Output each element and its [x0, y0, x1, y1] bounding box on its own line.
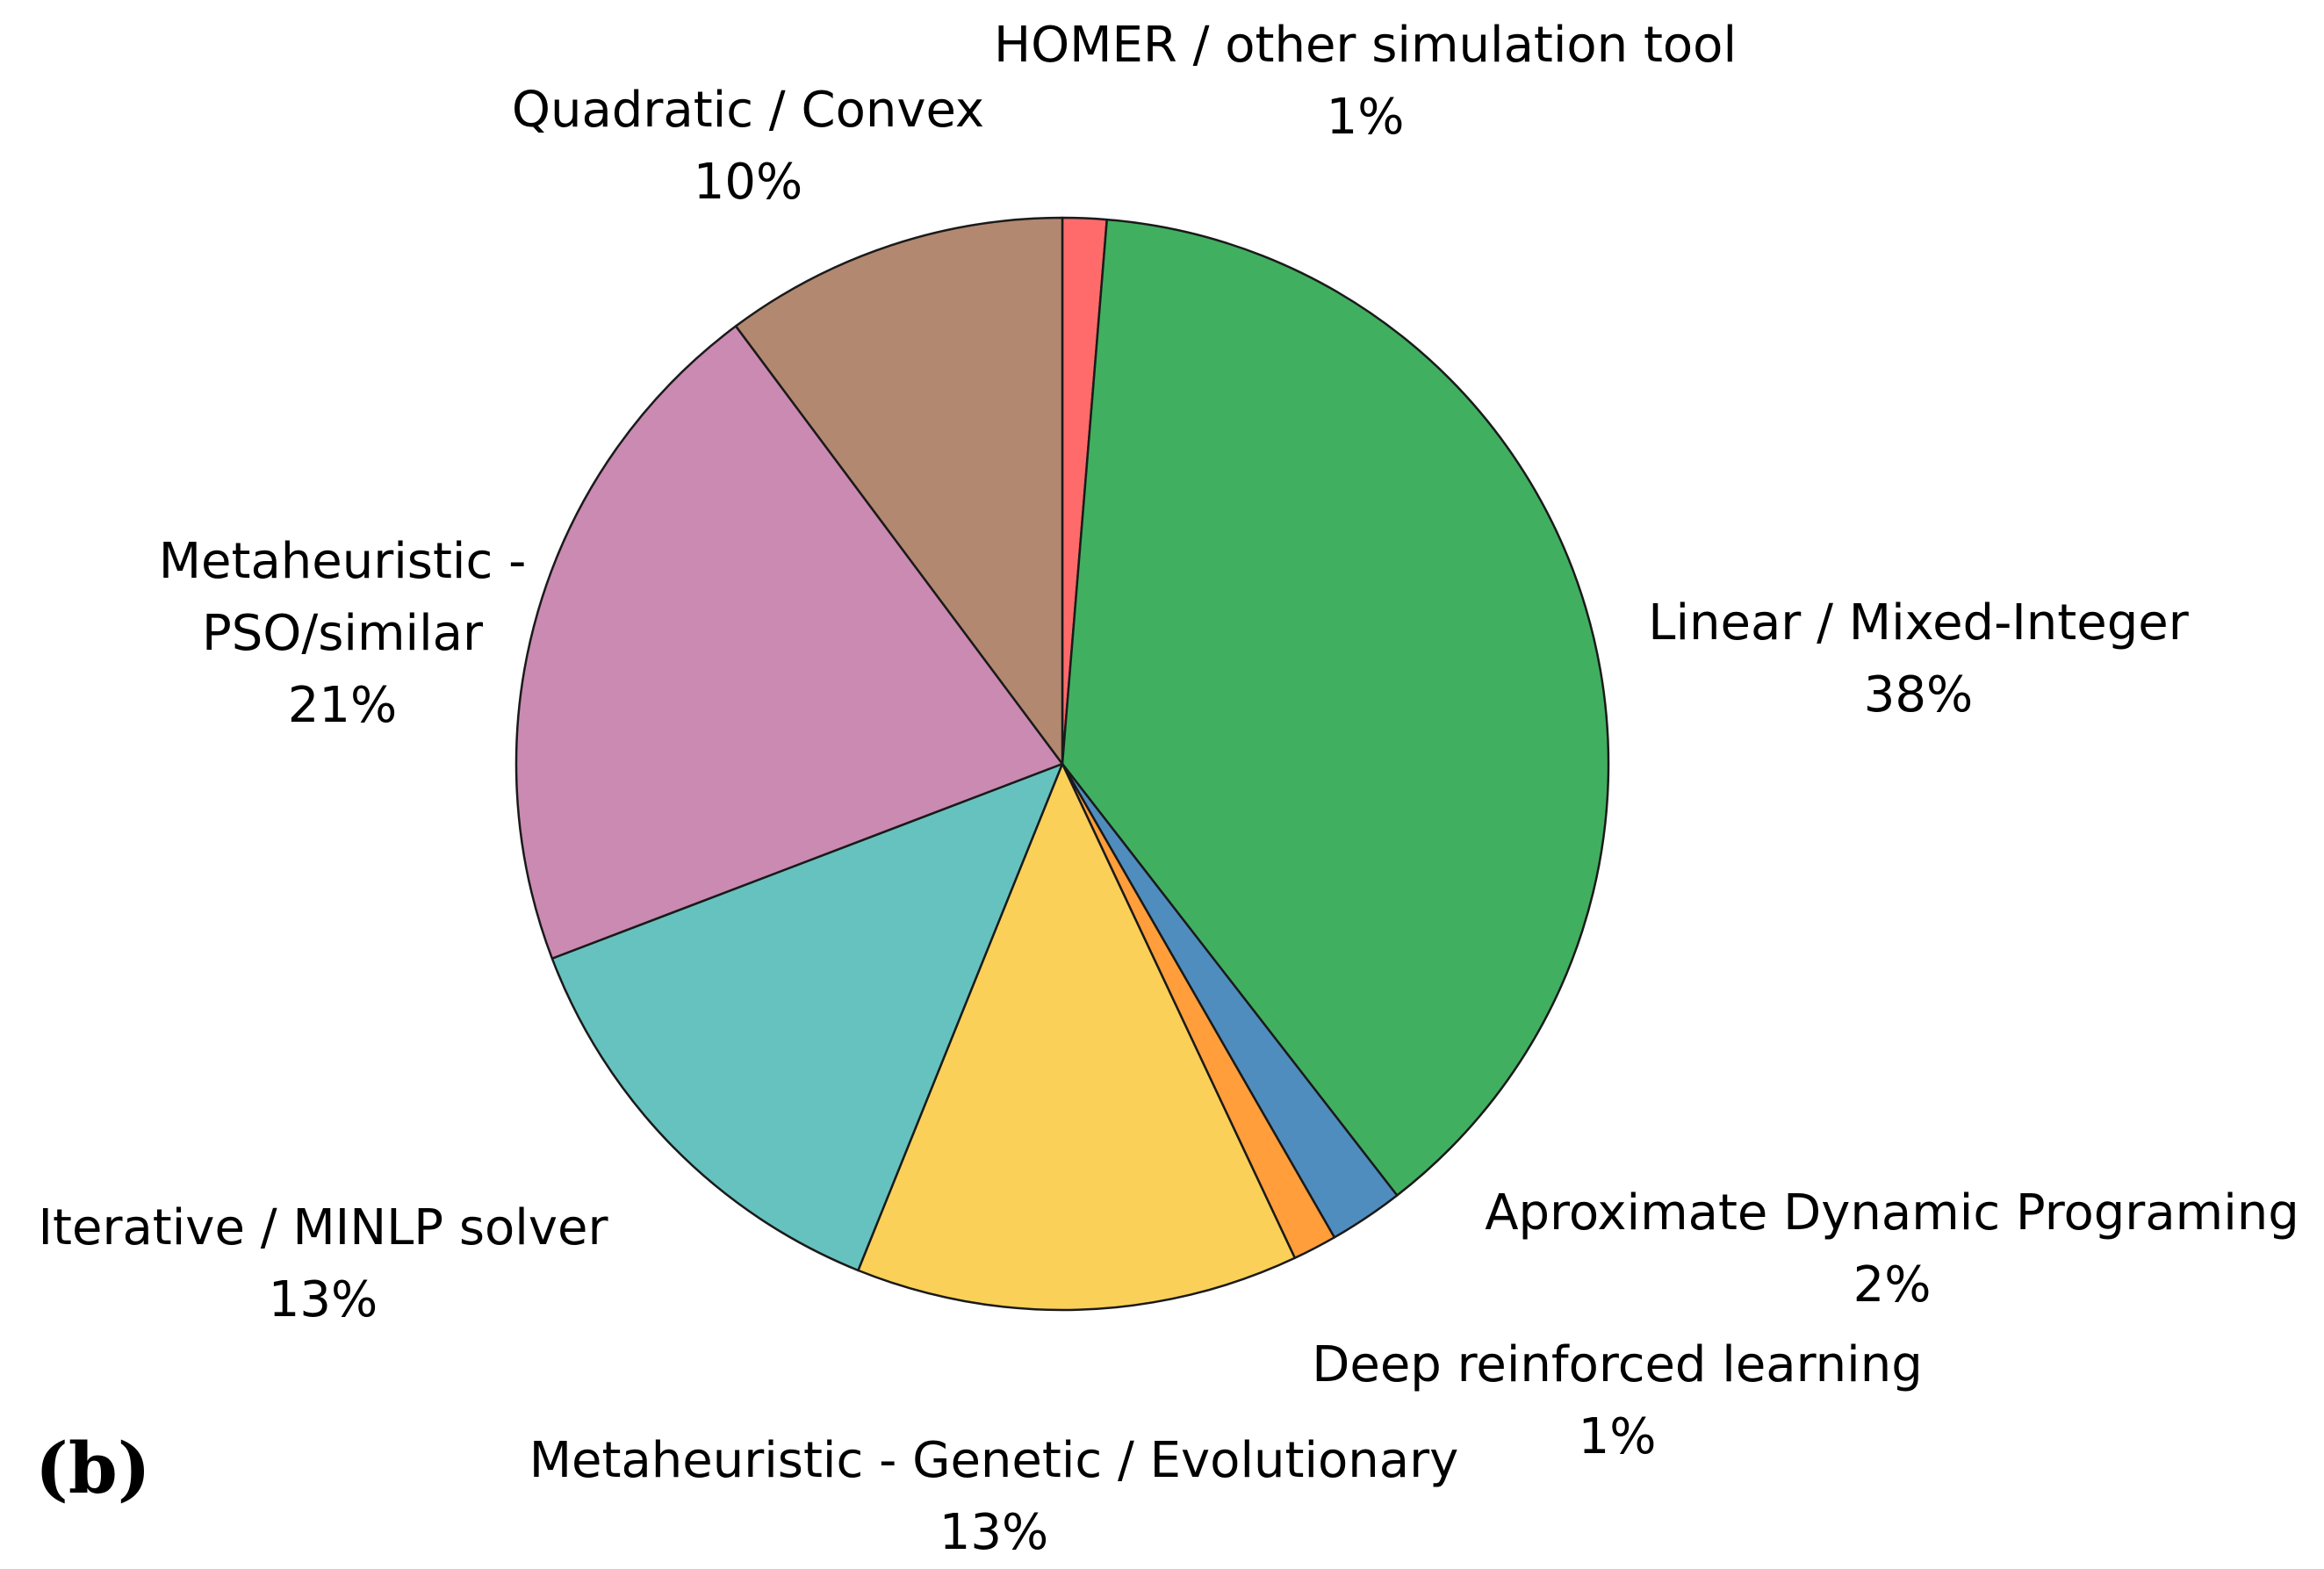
- slice-labels: HOMER / other simulation tool 1% Linear / …: [39, 17, 2299, 1561]
- slice-name-line: Aproximate Dynamic Programing: [1485, 1184, 2299, 1242]
- pie-slice-6: [550, 762, 1064, 1272]
- pie-slice-5: [857, 762, 1297, 1312]
- slice-name-line: Deep reinforced learning: [1312, 1336, 1923, 1393]
- slice-label-6: Iterative / MINLP solver 13%: [39, 1199, 609, 1328]
- slice-name-line: Metaheuristic - Genetic / Evolutionary: [529, 1432, 1459, 1489]
- slice-label-5: Metaheuristic - Genetic / Evolutionary 13…: [529, 1432, 1459, 1561]
- slice-name-line: Metaheuristic -: [159, 533, 527, 590]
- slice-percent: 1%: [1579, 1408, 1657, 1465]
- slice-label-4: Deep reinforced learning 1%: [1312, 1336, 1923, 1465]
- pie-slice-7: [514, 325, 1064, 960]
- pie-slices: [514, 216, 1610, 1312]
- slice-label-1: HOMER / other simulation tool 1%: [994, 17, 1737, 146]
- slice-name-line: Linear / Mixed-Integer: [1648, 594, 2189, 651]
- slice-percent: 21%: [288, 677, 397, 734]
- slice-label-8: Quadratic / Convex 10%: [512, 82, 984, 211]
- slice-percent: 2%: [1853, 1256, 1932, 1313]
- slice-label-2: Linear / Mixed-Integer 38%: [1648, 594, 2189, 723]
- slice-label-7: Metaheuristic - PSO/similar 21%: [159, 533, 527, 734]
- slice-name-line: Iterative / MINLP solver: [39, 1199, 609, 1256]
- slice-name-line: PSO/similar: [202, 605, 484, 662]
- pie-slice-2: [1061, 218, 1610, 1197]
- pie-slice-8: [734, 216, 1064, 766]
- slice-percent: 13%: [939, 1504, 1048, 1561]
- slice-percent: 13%: [269, 1271, 378, 1328]
- panel-label: (b): [35, 1427, 151, 1509]
- slice-percent: 1%: [1327, 89, 1405, 146]
- slice-name-line: Quadratic / Convex: [512, 82, 984, 139]
- slice-percent: 10%: [694, 154, 802, 211]
- slice-label-3: Aproximate Dynamic Programing 2%: [1485, 1184, 2299, 1313]
- slice-percent: 38%: [1864, 666, 1973, 723]
- slice-name-line: HOMER / other simulation tool: [994, 17, 1737, 74]
